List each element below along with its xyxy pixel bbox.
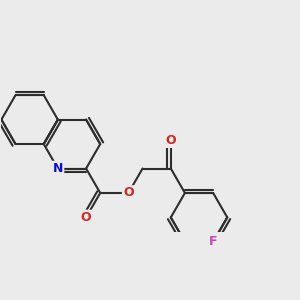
Text: N: N — [53, 162, 63, 175]
Text: O: O — [166, 134, 176, 147]
Text: O: O — [81, 211, 92, 224]
Text: O: O — [123, 187, 134, 200]
Text: F: F — [209, 236, 218, 248]
